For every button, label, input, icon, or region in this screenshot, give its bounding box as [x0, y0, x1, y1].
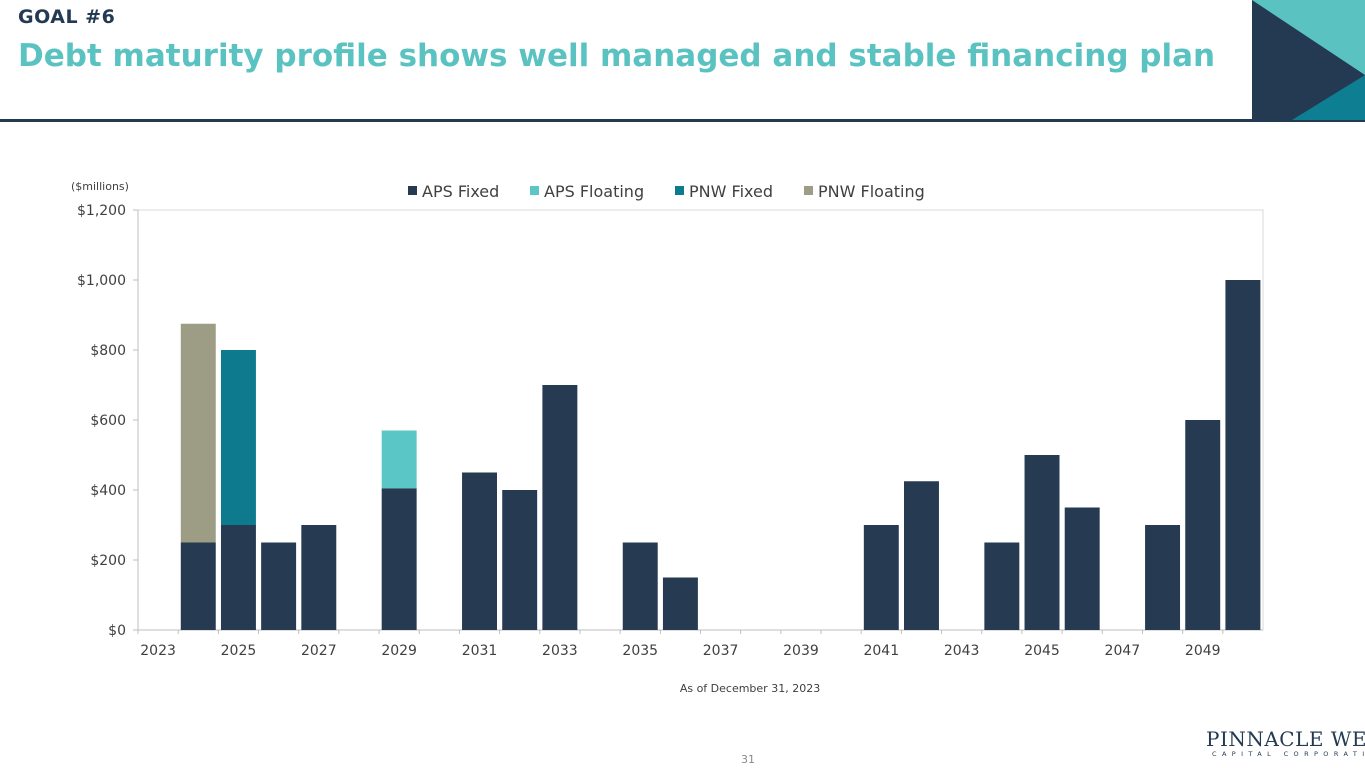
- x-tick-label: 2047: [1105, 643, 1141, 659]
- bar-aps-fixed-2026: [261, 542, 297, 630]
- bar-aps-fixed-2032: [502, 490, 538, 630]
- corner-graphic: [1252, 0, 1365, 120]
- bar-aps-fixed-2035: [622, 542, 658, 630]
- bar-aps-fixed-2029: [381, 488, 417, 630]
- x-tick-label: 2027: [301, 643, 337, 659]
- bar-aps-fixed-2027: [301, 525, 337, 630]
- legend-label: APS Fixed: [422, 182, 499, 201]
- y-axis-unit-label: ($millions): [71, 180, 129, 193]
- x-tick-label: 2041: [863, 643, 899, 659]
- legend-label: PNW Floating: [818, 182, 925, 201]
- legend-label: PNW Fixed: [689, 182, 773, 201]
- x-tick-label: 2023: [140, 643, 176, 659]
- bar-aps-fixed-2024: [180, 542, 216, 630]
- y-tick-label: $400: [90, 483, 126, 499]
- y-tick-label: $1,200: [77, 203, 126, 219]
- chart-legend: APS Fixed APS Floating PNW Fixed PNW Floati…: [408, 182, 925, 201]
- bar-aps-fixed-2045: [1024, 455, 1060, 630]
- x-axis: 2023 2025 2027 2029 2031 2033 2035 2037 2039 2041…: [137, 629, 1263, 659]
- goal-label: GOAL #6: [18, 6, 116, 28]
- x-axis-title: As of December 31, 2023: [680, 682, 820, 695]
- x-tick-label: 2037: [703, 643, 739, 659]
- y-axis: $0 $200 $400 $600 $800 $1,000 $1,200: [77, 203, 139, 639]
- x-tick-label: 2049: [1185, 643, 1221, 659]
- slide-title: Debt maturity profile shows well managed…: [18, 38, 1216, 74]
- x-tick-label: 2039: [783, 643, 819, 659]
- x-tick-label: 2035: [622, 643, 658, 659]
- y-tick-label: $1,000: [77, 273, 126, 289]
- debt-maturity-chart: ($millions) APS Fixed APS Floating PNW Fix…: [71, 180, 1264, 695]
- bar-pnw-floating-2024: [180, 323, 216, 543]
- bar-aps-fixed-2033: [542, 385, 578, 630]
- company-logo: PINNACLE WEST: [1206, 727, 1365, 751]
- y-tick-label: $0: [108, 623, 126, 639]
- bar-aps-floating-2029: [381, 430, 417, 489]
- y-tick-label: $200: [90, 553, 126, 569]
- x-tick-label: 2029: [381, 643, 417, 659]
- bar-aps-fixed-2031: [462, 472, 497, 630]
- legend-swatch: [675, 186, 684, 195]
- header-divider: [0, 119, 1365, 122]
- bar-aps-fixed-2046: [1064, 507, 1100, 630]
- x-tick-label: 2043: [944, 643, 980, 659]
- company-logo-subtitle: CAPITAL CORPORATION: [1212, 750, 1365, 758]
- bar-aps-fixed-2050: [1225, 280, 1261, 630]
- legend-label: APS Floating: [544, 182, 644, 201]
- bar-aps-fixed-2041: [863, 525, 899, 630]
- bars-group: [180, 280, 1261, 630]
- x-tick-label: 2045: [1024, 643, 1060, 659]
- page-number: 31: [741, 753, 755, 766]
- bar-aps-fixed-2042: [904, 481, 939, 630]
- bar-aps-fixed-2048: [1145, 525, 1181, 630]
- bar-aps-fixed-2025: [220, 525, 256, 630]
- legend-swatch: [408, 186, 417, 195]
- bar-aps-fixed-2049: [1185, 420, 1221, 630]
- y-tick-label: $800: [90, 343, 126, 359]
- legend-swatch: [530, 186, 539, 195]
- bar-pnw-fixed-2025: [220, 350, 256, 525]
- bar-aps-fixed-2036: [662, 577, 698, 630]
- y-tick-label: $600: [90, 413, 126, 429]
- x-tick-label: 2033: [542, 643, 578, 659]
- legend-swatch: [804, 186, 813, 195]
- x-tick-label: 2031: [462, 643, 498, 659]
- bar-aps-fixed-2044: [984, 542, 1020, 630]
- x-tick-label: 2025: [221, 643, 257, 659]
